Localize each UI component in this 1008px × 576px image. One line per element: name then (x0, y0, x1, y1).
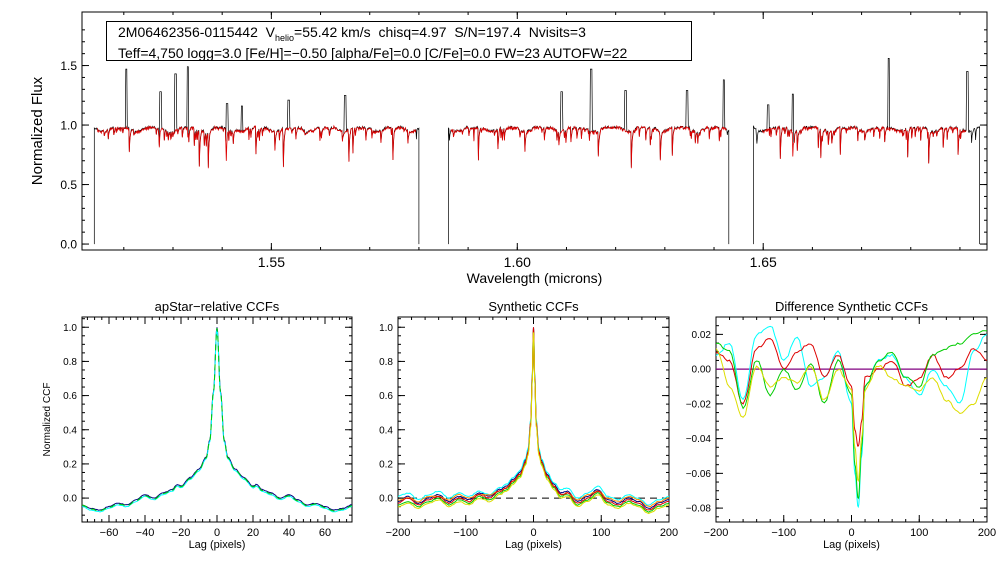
ccf-series-1 (716, 325, 987, 509)
x-tick-label: 100 (910, 527, 928, 539)
ccf-series-3 (716, 330, 987, 500)
x-tick-label: 1.65 (750, 254, 777, 270)
y-tick-label: 0.0 (63, 494, 77, 505)
y-tick-label: 0.2 (379, 459, 393, 470)
y-tick-label: 1.0 (63, 323, 77, 334)
x-tick-label: 0 (848, 527, 854, 539)
plot-frame (81, 11, 988, 251)
plot-frame (715, 316, 988, 523)
chisq-value: chisq=4.97 (378, 24, 447, 40)
x-tick-label: 1.55 (258, 254, 285, 270)
series-group (82, 327, 352, 513)
header-line-2: Teff=4,750 logg=3.0 [Fe/H]=−0.50 [alpha/… (118, 44, 628, 61)
y-tick-label: 0.4 (63, 425, 77, 436)
x-tick-label: −200 (704, 527, 729, 539)
ccf-series-5 (398, 327, 669, 511)
velocity-label: V (265, 24, 275, 40)
model-spectrum-chip-3 (762, 124, 967, 164)
observed-spectrum-chip-2 (448, 68, 730, 245)
x-tick-label: 20 (247, 527, 259, 539)
y-tick-label: 1.0 (60, 118, 77, 132)
y-tick-label: 1.0 (379, 323, 393, 334)
y-tick-label: 0.00 (692, 365, 712, 376)
x-tick-label: 200 (978, 527, 996, 539)
nvisits-value: Nvisits=3 (528, 24, 586, 40)
y-tick-label: 0.4 (379, 425, 393, 436)
ccf-series-1 (398, 327, 669, 509)
x-tick-label: 200 (660, 527, 678, 539)
ccf-series-4 (398, 328, 669, 508)
series-group (398, 327, 669, 515)
model-spectrum-chip-1 (96, 124, 417, 169)
x-tick-label: −200 (386, 527, 411, 539)
plot-frame (81, 316, 353, 523)
x-axis-label: Wavelength (microns) (467, 270, 603, 286)
series-group (716, 325, 987, 509)
x-tick-label: −100 (771, 527, 796, 539)
y-tick-label: 0.0 (60, 237, 77, 251)
x-tick-label: 40 (283, 527, 295, 539)
y-tick-label: 0.8 (63, 357, 77, 368)
x-tick-label: −100 (453, 527, 478, 539)
header-line-1: 2M06462356-0115442 Vhelio=55.42 km/s chi… (118, 24, 691, 47)
y-tick-label: −0.06 (686, 469, 712, 480)
ccf-series-3 (82, 328, 352, 512)
y-tick-label: −0.02 (686, 399, 712, 410)
x-tick-label: 0 (530, 527, 536, 539)
ccf-series-2 (716, 338, 987, 447)
observed-spectrum-chip-1 (93, 66, 420, 245)
star-id: 2M06462356-0115442 (118, 24, 258, 40)
y-tick-label: 0.0 (379, 494, 393, 505)
y-tick-label: 0.2 (63, 459, 77, 470)
y-tick-label: 0.5 (60, 178, 77, 192)
x-tick-label: −20 (172, 527, 191, 539)
velocity-subscript: helio (275, 32, 295, 43)
ccf-series-2 (398, 328, 669, 506)
x-axis-label: Lag (pixels) (823, 539, 880, 551)
ccf-series-3 (398, 330, 669, 513)
x-tick-label: 100 (592, 527, 610, 539)
panel-title: Synthetic CCFs (488, 299, 579, 314)
y-tick-label: 0.8 (379, 357, 393, 368)
velocity-value: =55.42 km/s (294, 24, 371, 40)
y-axis-label: Normalized CCF (42, 383, 53, 457)
snr-value: S/N=197.4 (454, 24, 521, 40)
ccf-series-6 (398, 332, 669, 515)
panel-title: apStar−relative CCFs (155, 299, 280, 314)
y-tick-label: −0.04 (686, 434, 712, 445)
x-tick-label: −60 (100, 527, 119, 539)
ccf-series-4 (716, 348, 987, 483)
x-tick-label: 0 (214, 527, 220, 539)
y-axis-label: Normalized Flux (29, 76, 46, 185)
y-tick-label: 0.6 (63, 391, 77, 402)
y-tick-label: −0.08 (686, 504, 712, 515)
x-axis-label: Lag (pixels) (505, 539, 562, 551)
observed-spectrum-chip-3 (753, 58, 980, 245)
panel-title: Difference Synthetic CCFs (775, 299, 928, 314)
ccf-series-1 (82, 327, 352, 511)
y-tick-label: 1.5 (60, 59, 77, 73)
y-tick-label: 0.02 (692, 330, 712, 341)
header-box: 2M06462356-0115442 Vhelio=55.42 km/s chi… (106, 21, 692, 61)
model-spectrum-chip-2 (450, 124, 727, 169)
model-spectrum-group (96, 124, 967, 169)
y-tick-label: 0.6 (379, 391, 393, 402)
observed-spectrum-group (93, 58, 980, 245)
x-axis-label: Lag (pixels) (189, 539, 246, 551)
x-tick-label: −40 (136, 527, 155, 539)
x-tick-label: 1.60 (504, 254, 531, 270)
ccf-series-2 (82, 328, 352, 513)
x-tick-label: 60 (319, 527, 331, 539)
